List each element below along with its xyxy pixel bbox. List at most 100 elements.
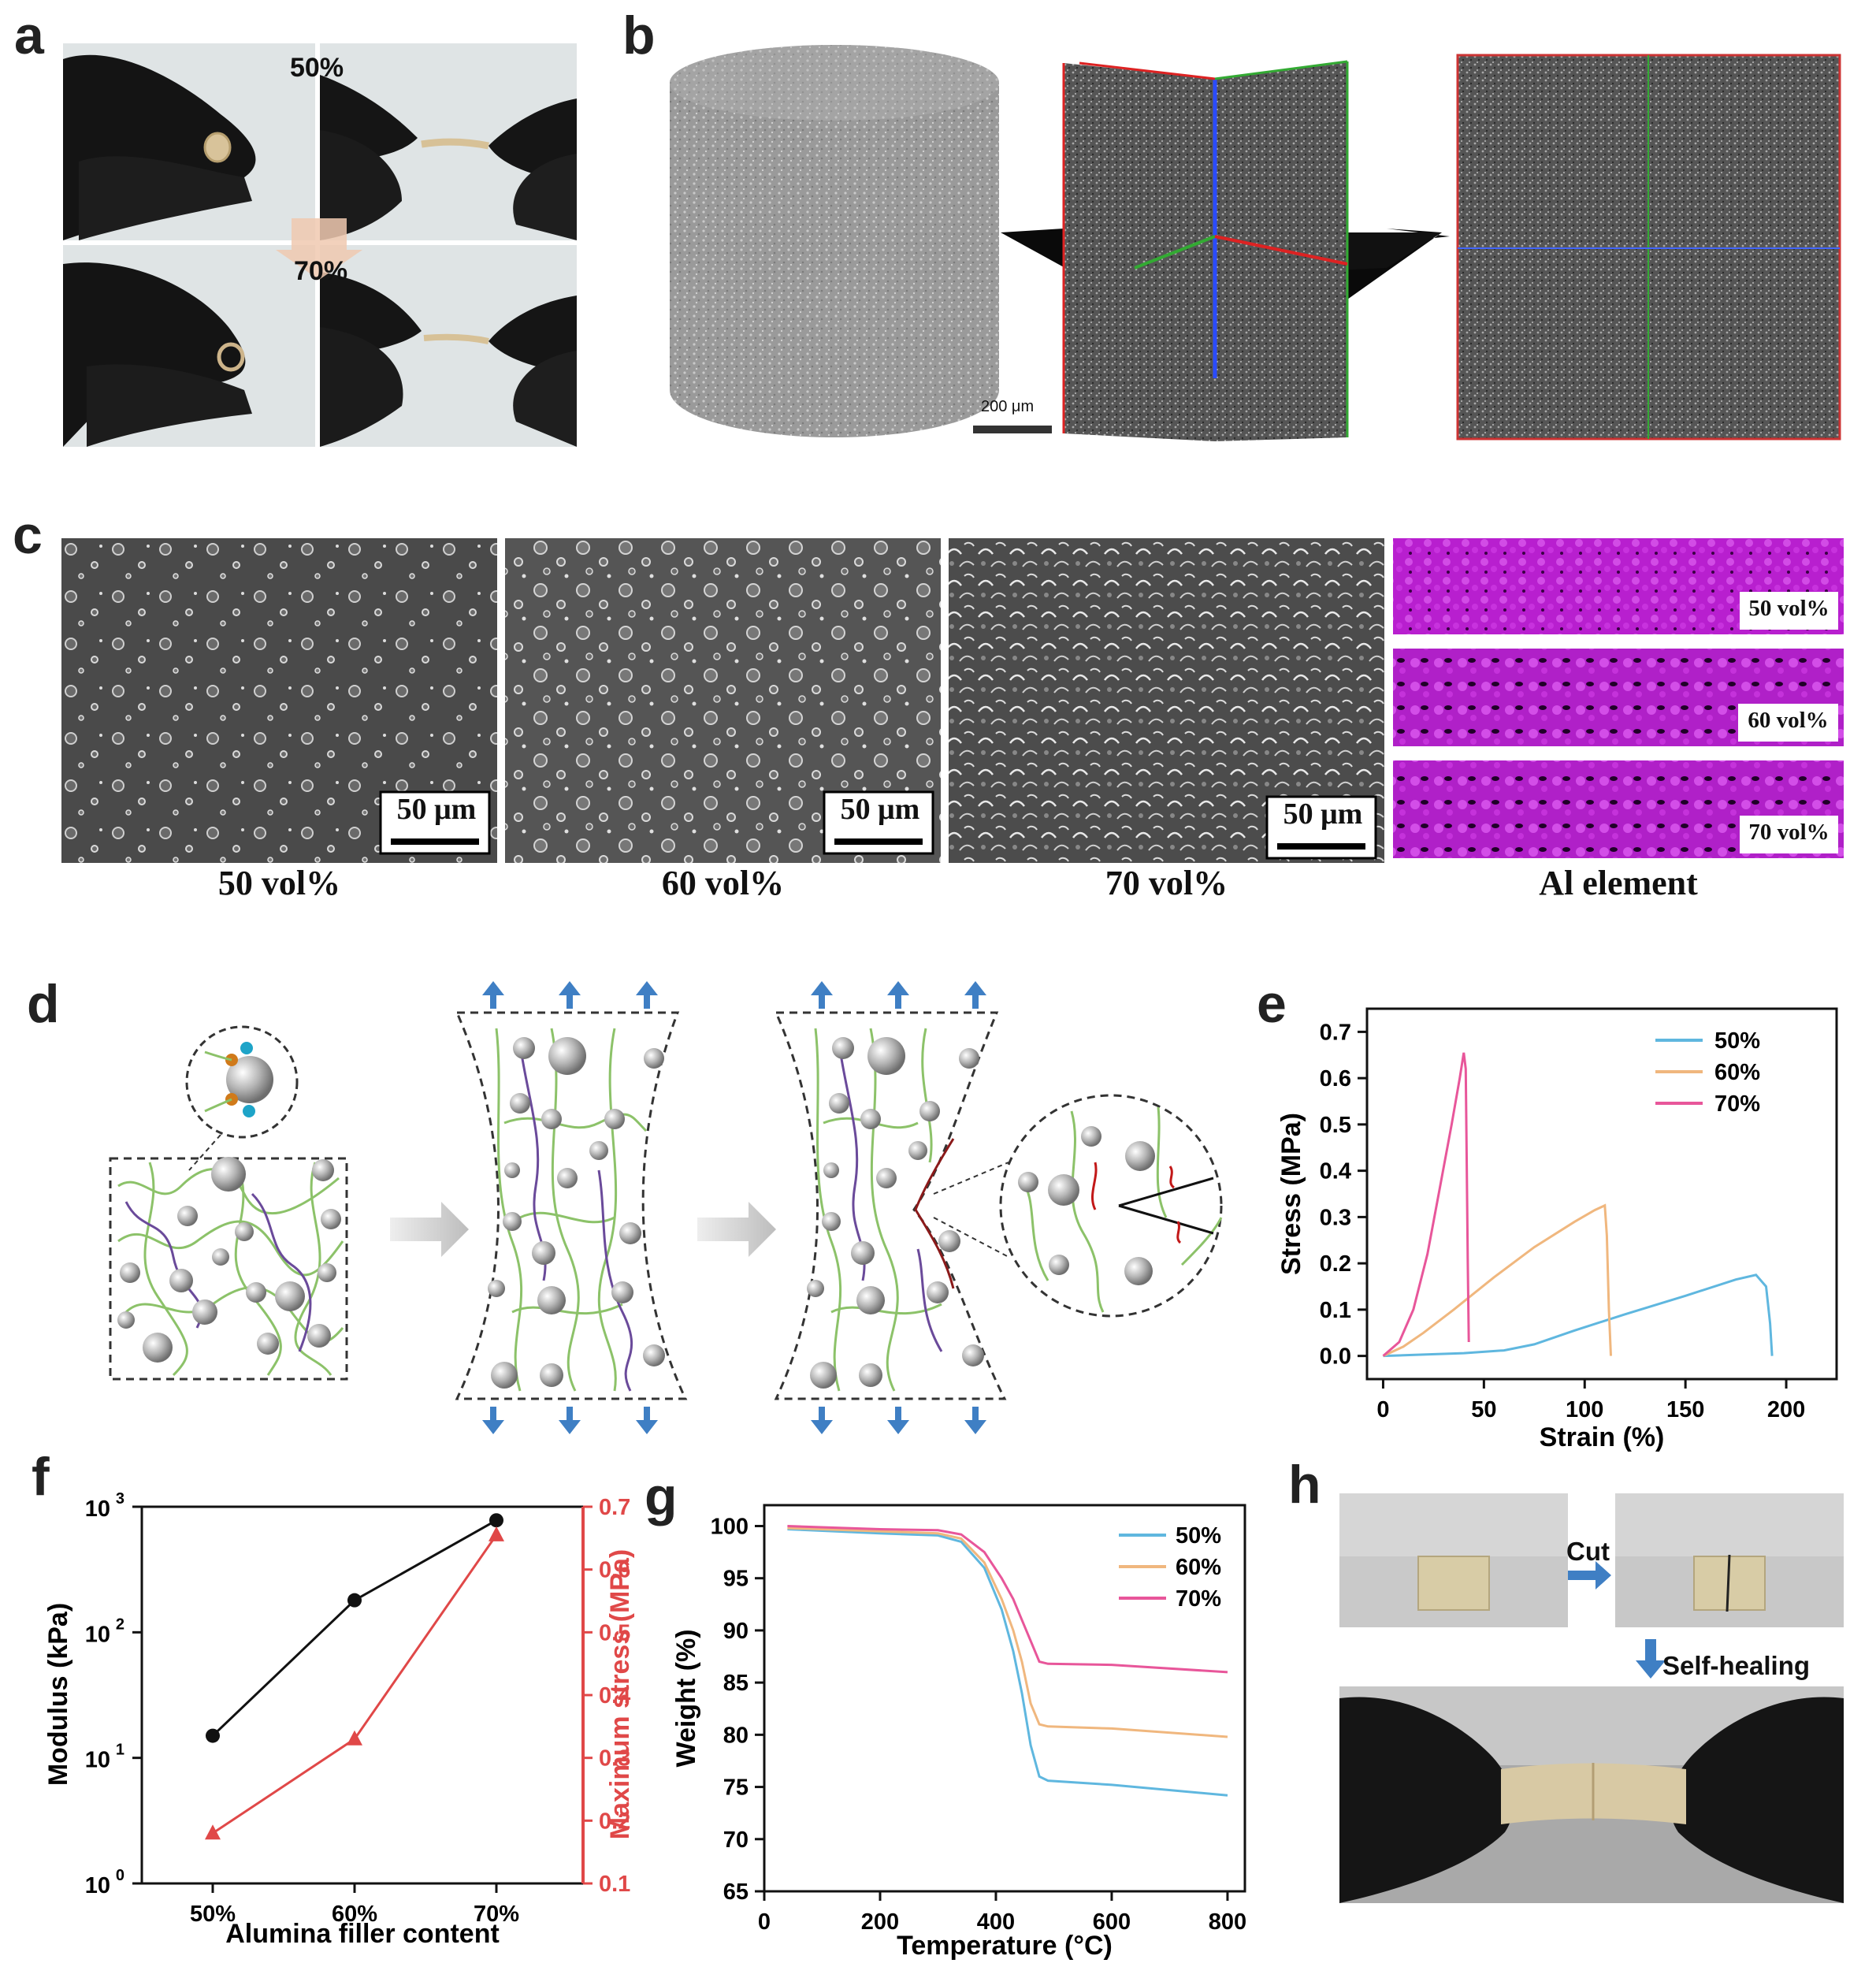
- chart-f-ytick-left-exponent: 1: [116, 1742, 124, 1759]
- chart-e-ytick-label: 0.1: [1320, 1298, 1351, 1323]
- chart-f-series-right: [212, 1534, 498, 1835]
- chart-e-series-50%: [1383, 1273, 1774, 1358]
- chart-f-point-stress: [205, 1824, 221, 1840]
- chart-f-xtick-label: 70%: [474, 1902, 519, 1927]
- chart-f-ytick-right-label: 0.6: [599, 1558, 630, 1583]
- chart-g-ytick-label: 90: [723, 1619, 749, 1644]
- chart-e-legend-label: 60%: [1714, 1060, 1760, 1085]
- sem-scale-label-3: 50 μm: [1283, 798, 1363, 831]
- chart-e-xtick-label: 150: [1666, 1397, 1704, 1422]
- chart-g-xtick-label: 600: [1093, 1909, 1131, 1935]
- map-label-60: 60 vol%: [1748, 708, 1829, 733]
- chart-f-xlabel: Alumina filler content: [225, 1919, 500, 1949]
- chart-f-point-modulus: [206, 1728, 220, 1743]
- chart-f-xtick-label: 50%: [190, 1902, 236, 1927]
- chart-f-ytick-right-label: 0.2: [599, 1809, 630, 1834]
- chart-g-ytick-label: 70: [723, 1827, 749, 1853]
- panel-label-c: c: [13, 505, 43, 565]
- chart-e-stress-strain: 0 50 100 150 200 0.0 0.1 0.2 0.3 0.4 0.5 0.6 0.7 50%…: [1276, 1007, 1838, 1452]
- sem-scale-label-1: 50 μm: [396, 793, 477, 826]
- chart-g-series-50%: [787, 1528, 1228, 1797]
- caption-50-vol: 50 vol%: [217, 864, 341, 902]
- chart-f-point-modulus: [347, 1593, 362, 1608]
- chart-g-legend-label: 60%: [1176, 1555, 1221, 1580]
- self-healing-photos: [1339, 1493, 1844, 1903]
- map-label-70: 70 vol%: [1748, 820, 1830, 845]
- caption-60-vol: 60 vol%: [661, 864, 785, 902]
- caption-70-vol: 70 vol%: [1105, 864, 1228, 902]
- chart-f-point-modulus: [489, 1513, 503, 1528]
- chart-f-ytick-left-base: 10: [85, 1497, 110, 1522]
- chart-g-ytick-label: 75: [723, 1775, 749, 1801]
- photo-stretching-demo: [63, 43, 577, 447]
- chart-f-ylabel-right: Maximum stress (MPa): [605, 1549, 635, 1839]
- chart-f-series-left: [211, 1519, 497, 1737]
- micro-ct-renderings: [670, 45, 1841, 441]
- sem-images: [61, 538, 1844, 863]
- chart-g-xtick-label: 400: [977, 1909, 1015, 1935]
- panel-label-a: a: [14, 6, 44, 65]
- chart-f-ytick-left-base: 10: [85, 1622, 110, 1647]
- chart-g-ytick-label: 95: [723, 1567, 749, 1592]
- chart-e-ytick-label: 0.3: [1320, 1205, 1351, 1230]
- chart-g-ytick-label: 85: [723, 1671, 749, 1696]
- chart-e-legend-label: 50%: [1714, 1028, 1760, 1054]
- panel-label-h: h: [1288, 1455, 1321, 1515]
- chart-e-xlabel: Strain (%): [1540, 1422, 1665, 1452]
- self-healing-label: Self-healing: [1662, 1651, 1811, 1680]
- caption-al-element: Al element: [1539, 864, 1698, 902]
- cut-label: Cut: [1566, 1537, 1610, 1566]
- chart-f-ytick-left-base: 10: [85, 1873, 110, 1898]
- chart-e-xtick-label: 200: [1767, 1397, 1805, 1422]
- chart-e-series-60%: [1382, 1203, 1612, 1357]
- chart-f-ytick-right-label: 0.4: [599, 1683, 630, 1708]
- chart-g-frame: [763, 1504, 1246, 1893]
- chart-e-ytick-label: 0.6: [1320, 1066, 1351, 1091]
- chart-e-ytick-label: 0.7: [1320, 1020, 1351, 1045]
- self-healing-schematic: [109, 981, 1223, 1434]
- chart-e-ylabel: Stress (MPa): [1276, 1113, 1306, 1275]
- chart-g-xtick-label: 0: [758, 1909, 771, 1935]
- chart-g-ytick-label: 80: [723, 1723, 749, 1748]
- chart-e-ytick-label: 0.2: [1320, 1251, 1351, 1277]
- chart-e-ytick-label: 0.4: [1320, 1159, 1351, 1184]
- chart-f-point-stress: [489, 1526, 504, 1541]
- panel-label-e: e: [1257, 974, 1287, 1034]
- chart-f-ytick-left-exponent: 0: [116, 1867, 124, 1884]
- chart-f-ytick-right-label: 0.3: [599, 1746, 630, 1772]
- chart-f-point-stress: [347, 1730, 362, 1746]
- chart-f-ytick-right-label: 0.1: [599, 1872, 630, 1897]
- chart-e-legend-label: 70%: [1714, 1091, 1760, 1117]
- panel-label-b: b: [622, 6, 656, 65]
- label-50-percent: 50%: [290, 53, 344, 83]
- chart-g-legend-label: 50%: [1176, 1523, 1221, 1549]
- chart-e-xtick-label: 50: [1471, 1397, 1496, 1422]
- chart-f-frame: [140, 1505, 585, 1885]
- chart-g-ytick-label: 65: [723, 1879, 749, 1905]
- panel-label-g: g: [645, 1467, 678, 1526]
- chart-e-frame: [1365, 1007, 1838, 1381]
- chart-f-xtick-label: 60%: [332, 1902, 377, 1927]
- chart-f-ylabel-left: Modulus (kPa): [43, 1603, 73, 1786]
- chart-g-series-60%: [787, 1526, 1228, 1738]
- ct-scale-bar-label: 200 μm: [981, 398, 1035, 415]
- chart-g-ylabel: Weight (%): [671, 1629, 701, 1767]
- chart-g-xtick-label: 200: [861, 1909, 899, 1935]
- chart-g-series-70%: [787, 1525, 1228, 1674]
- chart-e-ytick-label: 0.5: [1320, 1113, 1351, 1138]
- sem-scale-label-2: 50 μm: [840, 793, 920, 826]
- chart-g-xlabel: Temperature (°C): [897, 1931, 1113, 1961]
- map-label-50: 50 vol%: [1748, 596, 1830, 621]
- chart-g-legend-label: 70%: [1176, 1586, 1221, 1612]
- chart-e-series-70%: [1382, 1052, 1470, 1357]
- chart-f-ytick-right-label: 0.5: [599, 1620, 630, 1645]
- chart-f-modulus-stress: 50% 60% 70% 10 0 10 1 10 2 10 3 0.1 0.2 0.3 0.4 0.5 0.6 0…: [43, 1490, 635, 1949]
- chart-f-ytick-left-base: 10: [85, 1748, 110, 1773]
- label-70-percent: 70%: [294, 256, 348, 286]
- panel-label-d: d: [27, 974, 60, 1034]
- chart-e-xtick-label: 100: [1566, 1397, 1603, 1422]
- chart-g-tga: 0 200 400 600 800 65 70 75 80 85 90 95 100 50% 60% 70%…: [671, 1504, 1246, 1961]
- panel-label-f: f: [32, 1447, 50, 1507]
- chart-g-ytick-label: 100: [711, 1514, 749, 1539]
- chart-e-xtick-label: 0: [1376, 1397, 1389, 1422]
